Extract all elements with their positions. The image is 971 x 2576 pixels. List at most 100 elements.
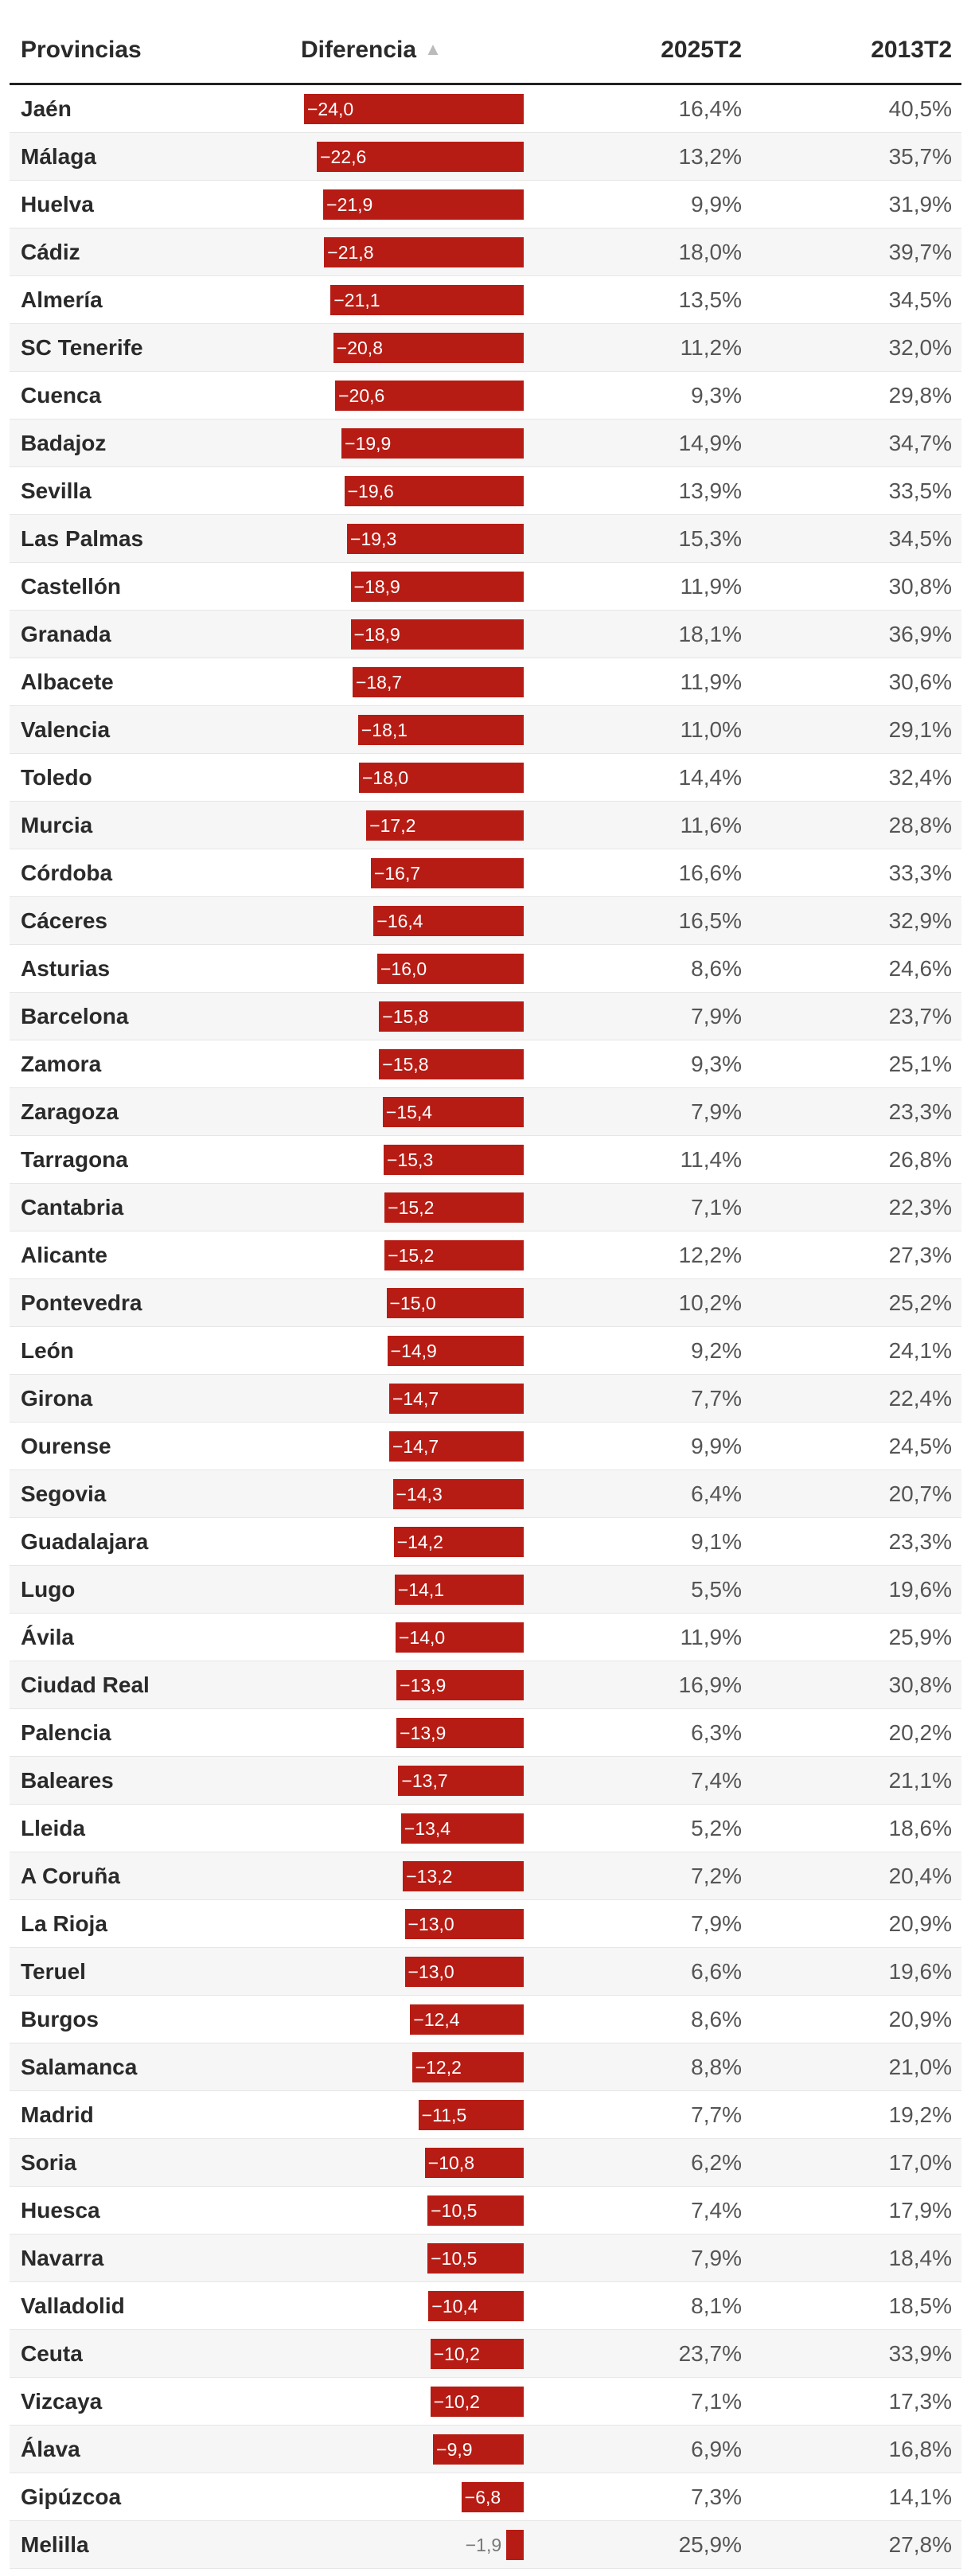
province-name: A Coruña <box>21 1864 120 1888</box>
value-2025t2: 7,7% <box>691 2102 742 2127</box>
difference-value: −13,4 <box>404 1818 451 1839</box>
column-header-diferencia[interactable]: Diferencia ▲ <box>301 37 442 64</box>
difference-value: −14,1 <box>397 1579 445 1600</box>
value-2013t2: 19,2% <box>888 2102 952 2127</box>
value-2025t2: 6,3% <box>691 1720 742 1745</box>
province-name: Baleares <box>21 1768 114 1793</box>
province-name: Vizcaya <box>21 2389 103 2414</box>
difference-bar <box>347 524 524 554</box>
value-2013t2: 36,9% <box>888 622 952 646</box>
value-2025t2: 12,2% <box>678 1243 742 1267</box>
value-2013t2: 27,8% <box>888 2532 952 2557</box>
value-2025t2: 18,0% <box>678 240 742 264</box>
value-2013t2: 33,5% <box>888 478 952 503</box>
difference-value: −13,0 <box>408 1914 454 1934</box>
table-row: Murcia −17,2 11,6% 28,8% <box>10 802 961 849</box>
table-row: Zamora −15,8 9,3% 25,1% <box>10 1040 961 1088</box>
table-row: Huelva −21,9 9,9% 31,9% <box>10 181 961 228</box>
difference-bar <box>428 2291 524 2321</box>
value-2013t2: 20,7% <box>888 1481 952 1506</box>
value-2013t2: 24,1% <box>888 1338 952 1363</box>
table-row: Jaén −24,0 16,4% 40,5% <box>10 85 961 133</box>
value-2025t2: 9,2% <box>691 1338 742 1363</box>
value-2025t2: 13,9% <box>678 478 742 503</box>
value-2013t2: 19,6% <box>888 1577 952 1602</box>
province-name: Ourense <box>21 1434 111 1458</box>
value-2025t2: 8,6% <box>691 2007 742 2032</box>
province-name: Teruel <box>21 1959 86 1984</box>
table-row: Guadalajara −14,2 9,1% 23,3% <box>10 1518 961 1566</box>
difference-bar <box>379 1049 524 1079</box>
value-2025t2: 14,4% <box>678 765 742 790</box>
difference-bar <box>317 142 524 172</box>
value-2013t2: 14,1% <box>888 2484 952 2509</box>
column-header-diferencia-label: Diferencia <box>301 37 417 63</box>
table-row: Segovia −14,3 6,4% 20,7% <box>10 1470 961 1518</box>
data-table: Provincias Diferencia ▲ 2025T2 2013T2 Jaé… <box>10 22 961 2569</box>
value-2013t2: 25,2% <box>888 1290 952 1315</box>
difference-bar <box>388 1384 524 1414</box>
table-row: León −14,9 9,2% 24,1% <box>10 1327 961 1375</box>
value-2025t2: 7,1% <box>691 1195 742 1220</box>
value-2025t2: 7,4% <box>691 2198 742 2223</box>
table-row: Palencia −13,9 6,3% 20,2% <box>10 1709 961 1757</box>
value-2013t2: 31,9% <box>888 192 952 217</box>
value-2013t2: 28,8% <box>888 813 952 837</box>
difference-value: −21,1 <box>333 290 380 310</box>
difference-value: −13,0 <box>408 1961 454 1982</box>
difference-value: −11,5 <box>421 2105 467 2125</box>
difference-value: −15,2 <box>388 1245 435 1266</box>
difference-bar <box>461 2482 524 2512</box>
province-name: SC Tenerife <box>21 335 143 360</box>
value-2013t2: 18,6% <box>888 1816 952 1840</box>
province-name: Jaén <box>21 96 72 121</box>
sort-ascending-icon: ▲ <box>424 39 442 59</box>
value-2025t2: 7,9% <box>691 1099 742 1124</box>
province-name: Asturias <box>21 956 111 981</box>
difference-value: −16,7 <box>373 863 421 884</box>
value-2025t2: 8,1% <box>691 2293 742 2318</box>
value-2013t2: 20,9% <box>888 2007 952 2032</box>
province-name: Valencia <box>21 717 111 742</box>
province-name: Cáceres <box>21 908 107 933</box>
value-2025t2: 7,7% <box>691 1386 742 1411</box>
value-2025t2: 5,5% <box>691 1577 742 1602</box>
difference-bar <box>341 428 524 459</box>
value-2025t2: 9,3% <box>691 1052 742 1076</box>
difference-value: −14,2 <box>396 1532 443 1552</box>
difference-value: −18,1 <box>361 720 408 740</box>
table-row: La Rioja −13,0 7,9% 20,9% <box>10 1900 961 1948</box>
difference-bar <box>350 619 524 650</box>
column-header-2013t2[interactable]: 2013T2 <box>871 37 952 63</box>
difference-value: −14,9 <box>390 1341 437 1361</box>
value-2013t2: 39,7% <box>888 240 952 264</box>
column-header-provincias[interactable]: Provincias <box>21 37 142 63</box>
column-header-2025t2[interactable]: 2025T2 <box>661 37 742 63</box>
difference-value: −14,3 <box>396 1484 443 1505</box>
province-name: Segovia <box>21 1481 107 1506</box>
difference-bar <box>398 1766 524 1796</box>
difference-value: −18,7 <box>355 672 403 693</box>
table-row: Alicante −15,2 12,2% 27,3% <box>10 1231 961 1279</box>
table-row: Tarragona −15,3 11,4% 26,8% <box>10 1136 961 1184</box>
difference-bar <box>506 2530 524 2560</box>
table-row: Madrid −11,5 7,7% 19,2% <box>10 2091 961 2139</box>
value-2013t2: 33,3% <box>888 861 952 885</box>
province-name: Cuenca <box>21 383 102 408</box>
table-row: Córdoba −16,7 16,6% 33,3% <box>10 849 961 897</box>
difference-value: −13,9 <box>400 1723 447 1743</box>
difference-bar <box>427 2195 524 2226</box>
value-2013t2: 30,6% <box>888 669 952 694</box>
province-name: Alicante <box>21 1243 107 1267</box>
difference-bar <box>344 476 524 506</box>
difference-value: −22,6 <box>320 146 367 167</box>
province-name: Tarragona <box>21 1147 128 1172</box>
value-2013t2: 22,4% <box>888 1386 952 1411</box>
province-name: Madrid <box>21 2102 94 2127</box>
value-2013t2: 32,9% <box>888 908 952 933</box>
value-2025t2: 13,2% <box>678 144 742 169</box>
difference-bar <box>388 1431 524 1462</box>
difference-bar <box>350 572 524 602</box>
value-2013t2: 34,7% <box>888 431 952 455</box>
difference-bar <box>366 810 524 841</box>
